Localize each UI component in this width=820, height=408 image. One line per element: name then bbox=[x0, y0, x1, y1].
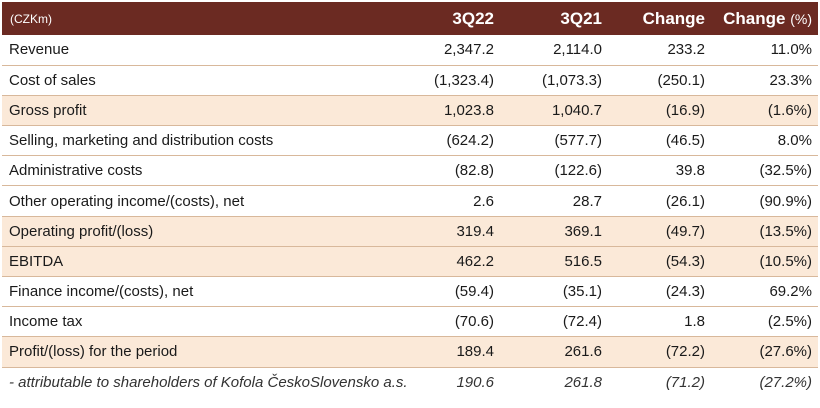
cell-change: 39.8 bbox=[675, 162, 705, 180]
column-header-change-pct: Change (%) bbox=[711, 2, 818, 35]
row-label: Profit/(loss) for the period bbox=[9, 343, 178, 361]
column-header-3q22: 3Q22 bbox=[452, 8, 494, 28]
cell-change-pct: 23.3% bbox=[769, 71, 812, 89]
cell-3q22: 462.2 bbox=[456, 252, 494, 270]
cell-3q22: 319.4 bbox=[456, 222, 494, 240]
cell-3q21: (1,073.3) bbox=[541, 71, 602, 89]
row-label: Income tax bbox=[9, 313, 83, 331]
cell-change-pct: (13.5%) bbox=[759, 222, 812, 240]
cell-3q22: (82.8) bbox=[454, 162, 494, 180]
cell-3q21: (577.7) bbox=[554, 132, 602, 150]
cell-3q21: (35.1) bbox=[562, 283, 602, 301]
row-label: - attributable to shareholders of Kofola… bbox=[9, 373, 408, 391]
column-header-3q21: 3Q21 bbox=[560, 8, 602, 28]
cell-3q21: (122.6) bbox=[554, 162, 602, 180]
table-row-revenue: Revenue 2,347.2 2,114.0 233.2 11.0% bbox=[2, 35, 818, 66]
cell-change-pct: (32.5%) bbox=[759, 162, 812, 180]
row-label: Other operating income/(costs), net bbox=[9, 192, 245, 210]
header-row: (CZKm) 3Q22 3Q21 Change Change (%) bbox=[2, 2, 818, 35]
cell-3q22: (70.6) bbox=[454, 313, 494, 331]
cell-3q22: 189.4 bbox=[456, 343, 494, 361]
income-statement-table: (CZKm) 3Q22 3Q21 Change Change (%) Reven… bbox=[2, 2, 818, 397]
cell-change: (24.3) bbox=[665, 283, 705, 301]
row-label: EBITDA bbox=[9, 252, 64, 270]
table-row-income-tax: Income tax (70.6) (72.4) 1.8 (2.5%) bbox=[2, 307, 818, 337]
cell-change: (71.2) bbox=[665, 373, 705, 391]
cell-change: (72.2) bbox=[665, 343, 705, 361]
table-row-attributable-shareholders: - attributable to shareholders of Kofola… bbox=[2, 367, 818, 397]
cell-3q21: 261.6 bbox=[564, 343, 602, 361]
table-row-finance-income: Finance income/(costs), net (59.4) (35.1… bbox=[2, 277, 818, 307]
cell-change: (54.3) bbox=[665, 252, 705, 270]
table-body: Revenue 2,347.2 2,114.0 233.2 11.0% Cost… bbox=[2, 35, 818, 397]
cell-change: (250.1) bbox=[657, 71, 705, 89]
cell-3q21: 28.7 bbox=[572, 192, 602, 210]
row-label: Cost of sales bbox=[9, 71, 96, 89]
table-header: (CZKm) 3Q22 3Q21 Change Change (%) bbox=[2, 2, 818, 35]
row-label: Finance income/(costs), net bbox=[9, 283, 194, 301]
cell-change-pct: (27.2%) bbox=[759, 373, 812, 391]
unit-label: (CZKm) bbox=[10, 11, 52, 26]
cell-change-pct: (2.5%) bbox=[767, 313, 812, 331]
cell-change-pct: (27.6%) bbox=[759, 343, 812, 361]
table-row-operating-profit: Operating profit/(loss) 319.4 369.1 (49.… bbox=[2, 216, 818, 247]
row-label: Operating profit/(loss) bbox=[9, 222, 154, 240]
column-header-change-pct-unit: (%) bbox=[790, 10, 812, 27]
cell-change: (49.7) bbox=[665, 222, 705, 240]
cell-change: (16.9) bbox=[665, 101, 705, 119]
cell-3q21: 2,114.0 bbox=[553, 41, 602, 59]
table-row-profit-for-period: Profit/(loss) for the period 189.4 261.6… bbox=[2, 336, 818, 368]
cell-change-pct: 11.0% bbox=[770, 41, 812, 59]
cell-3q21: (72.4) bbox=[562, 313, 602, 331]
cell-change-pct: (1.6%) bbox=[767, 101, 812, 119]
table-row-administrative-costs: Administrative costs (82.8) (122.6) 39.8… bbox=[2, 156, 818, 186]
table-row-selling-marketing: Selling, marketing and distribution cost… bbox=[2, 126, 818, 156]
cell-change: 1.8 bbox=[684, 313, 705, 331]
cell-3q22: 2.6 bbox=[473, 192, 494, 210]
cell-change-pct: (10.5%) bbox=[759, 252, 812, 270]
column-header-change-pct-label: Change bbox=[723, 8, 786, 28]
cell-3q22: 190.6 bbox=[456, 373, 494, 391]
table-row-ebitda: EBITDA 462.2 516.5 (54.3) (10.5%) bbox=[2, 246, 818, 277]
cell-change-pct: (90.9%) bbox=[759, 192, 812, 210]
column-header-change: Change bbox=[642, 8, 705, 28]
row-label: Selling, marketing and distribution cost… bbox=[9, 132, 274, 150]
row-label: Revenue bbox=[9, 41, 70, 59]
cell-3q22: (624.2) bbox=[446, 132, 494, 150]
table-row-gross-profit: Gross profit 1,023.8 1,040.7 (16.9) (1.6… bbox=[2, 95, 818, 126]
cell-3q21: 1,040.7 bbox=[551, 101, 602, 119]
cell-3q22: (59.4) bbox=[454, 283, 494, 301]
cell-change-pct: 8.0% bbox=[777, 132, 812, 150]
table-row-cost-of-sales: Cost of sales (1,323.4) (1,073.3) (250.1… bbox=[2, 65, 818, 96]
cell-3q22: 1,023.8 bbox=[443, 101, 494, 119]
cell-3q21: 516.5 bbox=[564, 252, 602, 270]
row-label: Gross profit bbox=[9, 101, 87, 119]
cell-change: (26.1) bbox=[665, 192, 705, 210]
row-label: Administrative costs bbox=[9, 162, 143, 180]
table-row-other-operating: Other operating income/(costs), net 2.6 … bbox=[2, 186, 818, 217]
cell-3q21: 261.8 bbox=[564, 373, 602, 391]
cell-change: (46.5) bbox=[665, 132, 705, 150]
cell-3q22: 2,347.2 bbox=[443, 41, 494, 59]
cell-3q21: 369.1 bbox=[564, 222, 602, 240]
cell-change: 233.2 bbox=[667, 41, 705, 59]
cell-3q22: (1,323.4) bbox=[433, 71, 494, 89]
cell-change-pct: 69.2% bbox=[769, 283, 812, 301]
